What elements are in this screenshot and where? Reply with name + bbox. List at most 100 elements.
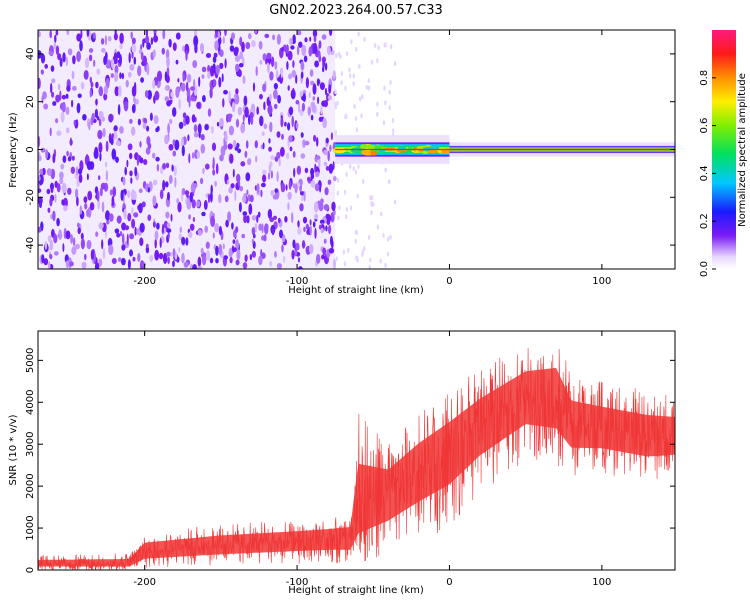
noise-speckle: [207, 64, 211, 73]
noise-speckle: [291, 212, 294, 224]
noise-speckle: [389, 234, 392, 240]
noise-speckle: [65, 127, 70, 134]
noise-speckle: [285, 152, 290, 160]
noise-speckle: [350, 39, 353, 45]
noise-speckle: [117, 104, 121, 116]
noise-speckle: [249, 112, 254, 119]
noise-speckle: [297, 257, 301, 263]
noise-speckle: [139, 237, 144, 246]
noise-speckle: [139, 222, 145, 233]
noise-speckle: [347, 247, 350, 253]
noise-speckle: [75, 166, 78, 176]
noise-speckle: [99, 187, 103, 197]
noise-speckle: [164, 85, 168, 91]
noise-speckle: [317, 96, 320, 105]
noise-speckle: [167, 191, 170, 201]
noise-speckle: [318, 50, 321, 61]
noise-speckle: [130, 31, 133, 40]
noise-speckle: [244, 150, 248, 158]
noise-speckle: [181, 188, 186, 196]
noise-speckle: [321, 34, 327, 40]
noise-speckle: [62, 155, 67, 163]
noise-speckle: [272, 34, 276, 41]
noise-speckle: [345, 171, 348, 177]
noise-speckle: [52, 210, 56, 222]
noise-speckle: [178, 247, 181, 253]
noise-speckle: [59, 171, 64, 180]
noise-speckle: [309, 36, 312, 42]
noise-speckle: [312, 221, 316, 228]
noise-speckle: [315, 171, 320, 177]
noise-speckle: [156, 222, 160, 230]
noise-speckle: [202, 167, 205, 175]
noise-speckle: [165, 162, 170, 169]
snr-xlabel: Height of straight line (km): [288, 585, 424, 596]
noise-speckle: [106, 59, 112, 69]
noise-speckle: [313, 201, 319, 213]
noise-speckle: [222, 98, 225, 108]
colorbar-label: Normalized spectral amplitude: [737, 73, 748, 227]
noise-speckle: [318, 40, 322, 49]
noise-speckle: [193, 84, 198, 97]
noise-speckle: [242, 262, 248, 269]
noise-speckle: [52, 101, 57, 106]
noise-speckle: [69, 261, 74, 267]
noise-speckle: [167, 256, 171, 265]
noise-speckle: [197, 256, 202, 267]
noise-speckle: [210, 125, 214, 134]
x-tick-label: 0: [446, 276, 452, 287]
noise-speckle: [47, 207, 51, 213]
noise-speckle: [66, 85, 71, 92]
noise-speckle: [105, 170, 108, 182]
noise-speckle: [75, 243, 80, 250]
noise-speckle: [316, 253, 321, 264]
noise-speckle: [78, 173, 83, 183]
noise-speckle: [382, 120, 386, 126]
noise-speckle: [354, 169, 358, 175]
noise-speckle: [47, 235, 52, 243]
noise-speckle: [202, 95, 206, 103]
x-tick-label: -100: [286, 577, 309, 588]
noise-speckle: [231, 222, 234, 230]
noise-speckle: [119, 32, 124, 44]
noise-speckle: [164, 134, 169, 145]
noise-speckle: [309, 69, 314, 77]
noise-speckle: [273, 103, 278, 110]
noise-speckle: [38, 77, 41, 89]
noise-speckle: [268, 138, 271, 144]
noise-speckle: [304, 140, 310, 146]
noise-speckle: [185, 115, 190, 125]
noise-speckle: [253, 233, 256, 239]
noise-speckle: [295, 122, 299, 129]
noise-speckle: [270, 56, 275, 68]
noise-speckle: [237, 106, 243, 116]
noise-speckle: [124, 225, 130, 231]
noise-speckle: [334, 104, 337, 110]
noise-speckle: [114, 64, 119, 75]
noise-speckle: [340, 80, 343, 86]
noise-speckle: [165, 181, 169, 188]
noise-speckle: [285, 44, 289, 55]
noise-speckle: [47, 261, 51, 269]
noise-speckle: [300, 153, 306, 159]
noise-speckle: [310, 114, 314, 121]
noise-speckle: [70, 166, 76, 174]
noise-speckle: [139, 141, 142, 148]
noise-speckle: [303, 226, 306, 232]
noise-speckle: [223, 255, 229, 260]
noise-speckle: [210, 215, 216, 227]
noise-speckle: [297, 30, 302, 36]
noise-speckle: [295, 242, 300, 251]
noise-speckle: [53, 42, 56, 50]
noise-speckle: [236, 173, 241, 183]
noise-speckle: [179, 226, 182, 233]
noise-speckle: [360, 113, 363, 119]
noise-speckle: [379, 258, 382, 264]
noise-speckle: [136, 228, 140, 235]
noise-speckle: [239, 36, 243, 47]
ridge-blob: [427, 149, 439, 154]
noise-speckle: [274, 61, 278, 70]
noise-speckle: [267, 172, 271, 180]
noise-speckle: [361, 94, 364, 100]
